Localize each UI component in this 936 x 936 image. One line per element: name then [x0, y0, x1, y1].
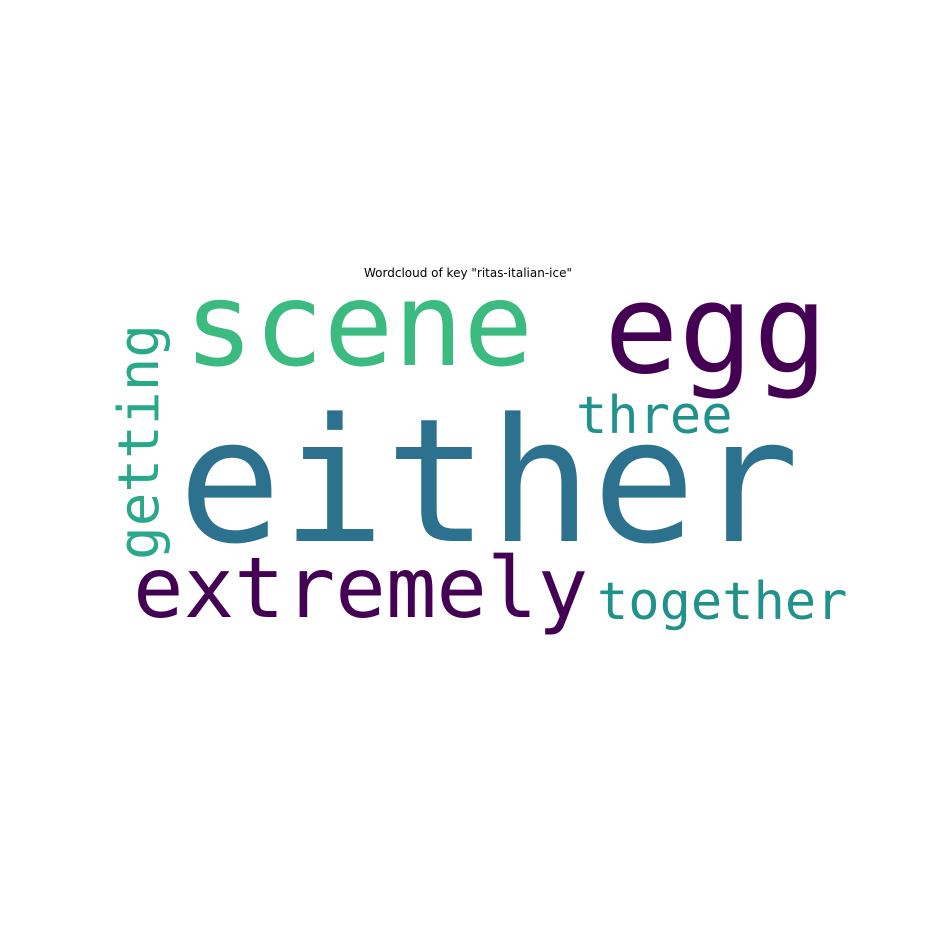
word-either: either: [178, 381, 800, 582]
word-extremely: extremely: [133, 539, 589, 637]
figure-title: Wordcloud of key "ritas-italian-ice": [364, 266, 572, 280]
word-scene: scene: [184, 258, 534, 393]
word-getting: getting: [107, 323, 172, 560]
word-three: three: [576, 386, 733, 446]
word-egg: egg: [604, 258, 828, 402]
word-together: together: [597, 572, 848, 632]
